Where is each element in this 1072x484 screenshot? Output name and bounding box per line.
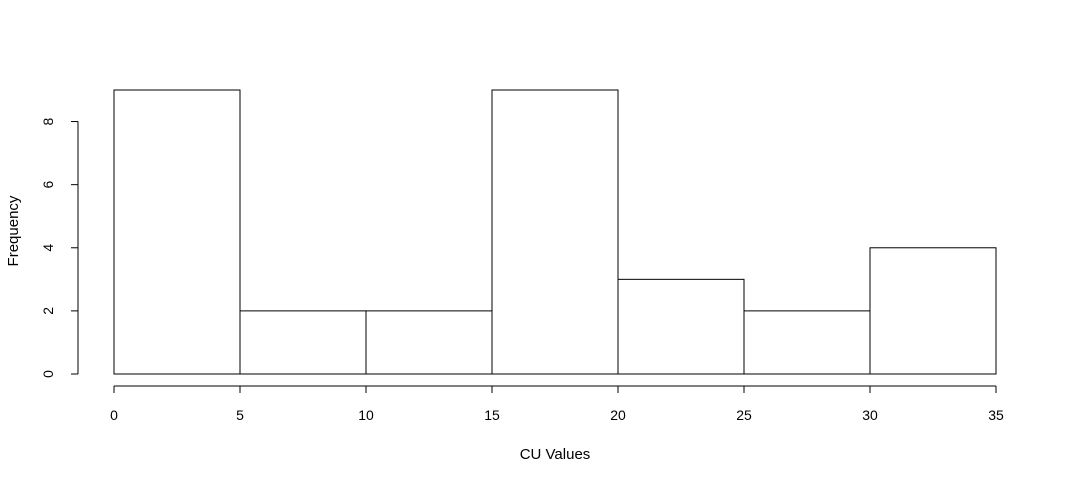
- y-tick-label: 0: [40, 370, 56, 378]
- x-tick-label: 5: [236, 407, 244, 423]
- y-tick-label: 4: [40, 244, 56, 252]
- bars-group: [113, 89, 997, 375]
- x-axis-label: CU Values: [520, 446, 591, 463]
- histogram-bar-0-5: [113, 89, 241, 375]
- x-tick-label: 30: [862, 407, 878, 423]
- x-tick-label: 35: [988, 407, 1004, 423]
- histogram-bar-15-20: [491, 89, 619, 375]
- y-axis-label: Frequency: [5, 195, 22, 266]
- histogram-bar-20-25: [617, 278, 745, 375]
- x-tick-label: 20: [610, 407, 626, 423]
- x-tick-label: 25: [736, 407, 752, 423]
- x-tick-label: 0: [110, 407, 118, 423]
- y-tick-label: 2: [40, 307, 56, 315]
- x-tick-label: 10: [358, 407, 374, 423]
- x-tick-label: 15: [484, 407, 500, 423]
- x-axis: 0 5 10 15 20 25 30 35: [110, 385, 1004, 423]
- histogram-bar-30-35: [869, 247, 997, 375]
- histogram-bar-10-15: [365, 310, 493, 375]
- y-tick-label: 6: [40, 181, 56, 189]
- histogram-bar-25-30: [743, 310, 871, 375]
- y-axis: 0 2 4 6 8: [40, 117, 79, 378]
- y-tick-label: 8: [40, 117, 56, 125]
- histogram-bar-5-10: [239, 310, 367, 375]
